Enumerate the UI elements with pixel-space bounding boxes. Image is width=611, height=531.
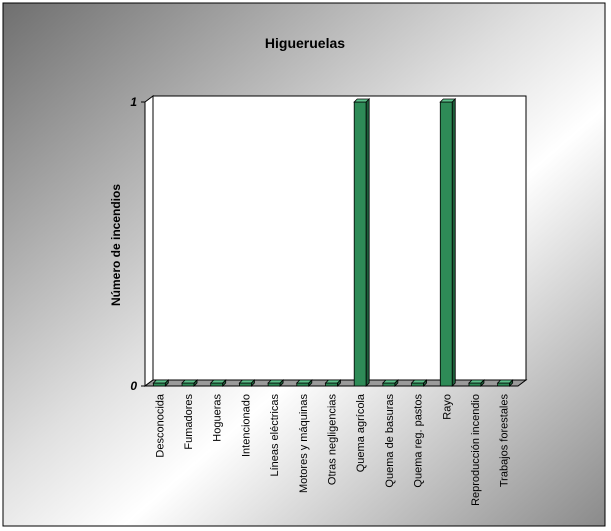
bar-side bbox=[337, 379, 341, 387]
bar-side bbox=[480, 379, 485, 387]
bar-side bbox=[509, 379, 514, 387]
back-wall bbox=[152, 95, 527, 381]
x-tick-label: Desconocida bbox=[154, 393, 166, 457]
bar bbox=[439, 101, 453, 387]
bar-side bbox=[222, 379, 227, 387]
x-tick-label: Hogueras bbox=[212, 394, 224, 442]
bar bbox=[296, 382, 310, 387]
bar bbox=[382, 382, 396, 387]
bar bbox=[181, 382, 195, 387]
y-tick-label: 0 bbox=[130, 379, 137, 393]
x-tick-label: Trabajos forestales bbox=[499, 394, 511, 488]
x-tick-label: Quema agrícola bbox=[355, 393, 367, 472]
y-tick-label: 1 bbox=[130, 95, 137, 109]
x-tick-label: Intencionado bbox=[240, 394, 252, 457]
bar-side bbox=[279, 379, 284, 387]
bar bbox=[353, 101, 367, 387]
bar bbox=[411, 382, 424, 387]
bar-side bbox=[423, 379, 427, 387]
bar bbox=[152, 382, 166, 387]
x-tick-label: Quema reg. pastos bbox=[413, 394, 425, 488]
bar-side bbox=[394, 379, 399, 387]
side-wall bbox=[144, 95, 154, 387]
y-axis-label: Número de incendios bbox=[109, 184, 123, 306]
bar-side bbox=[308, 379, 313, 387]
bar-side bbox=[365, 98, 370, 387]
bar bbox=[468, 382, 482, 387]
x-tick-label: Líneas eléctricas bbox=[269, 394, 281, 477]
plot-area: 0 1 Desconocida Fumadores Hogueras Intenciona… bbox=[130, 95, 528, 506]
x-tick-label: Reproducción incendio bbox=[470, 394, 482, 506]
bar bbox=[267, 382, 281, 387]
bar-side bbox=[164, 379, 169, 387]
bar bbox=[497, 382, 511, 387]
bar bbox=[239, 382, 252, 387]
x-tick-label: Fumadores bbox=[183, 394, 195, 450]
bar bbox=[325, 382, 338, 387]
bar-side bbox=[451, 98, 456, 387]
x-tick-label: Motores y máquinas bbox=[298, 394, 310, 494]
bar-side bbox=[193, 379, 198, 387]
x-tick-label: Rayo bbox=[441, 394, 453, 420]
x-tick-label: Quema de basuras bbox=[384, 394, 396, 488]
bar bbox=[210, 382, 224, 387]
chart-title: Higueruelas bbox=[265, 35, 345, 51]
x-tick-label: Otras negligencias bbox=[327, 394, 339, 486]
bar-side bbox=[251, 379, 255, 387]
